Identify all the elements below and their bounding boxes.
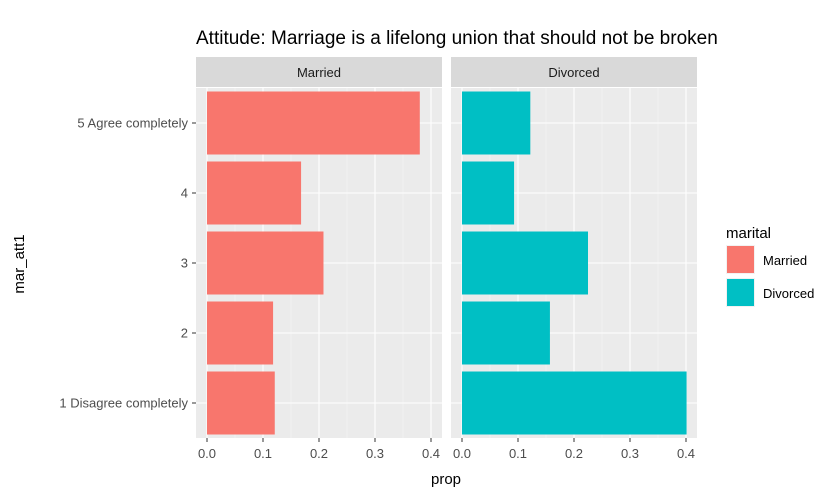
chart-title: Attitude: Marriage is a lifelong union t… [196,28,718,49]
x-tick-label: 0.3 [366,446,384,461]
x-tick-label: 0.2 [310,446,328,461]
x-tick-label: 0.3 [621,446,639,461]
facet-panel-divorced: Divorced 0.0 0.1 0.2 0.3 0.4 [451,57,697,461]
bar-divorced-2 [462,161,515,225]
bar-divorced-3 [462,231,588,295]
x-tick-label: 0.2 [565,446,583,461]
bar-married-3 [207,231,324,295]
y-tick-label: 5 Agree completely [77,116,188,131]
bar-divorced-5 [462,371,687,435]
legend-swatch-divorced [727,279,754,306]
x-tick-label: 0.1 [254,446,272,461]
bar-married-5 [207,371,275,435]
facet-strip-label: Divorced [548,65,599,80]
y-tick-label: 1 Disagree completely [59,396,188,411]
facet-strip [451,57,697,87]
facet-panel-married: Married 0.0 0.1 0.2 0.3 0.4 [196,57,442,461]
bar-married-1 [207,91,420,155]
legend-label: Married [763,253,807,268]
y-tick-label: 4 [181,186,188,201]
y-axis: 5 Agree completely 4 3 2 1 Disagree complete… [59,116,196,411]
legend: marital Married Divorced [726,225,814,307]
x-tick-label: 0.0 [453,446,471,461]
bar-married-4 [207,301,274,365]
bar-married-2 [207,161,302,225]
legend-label: Divorced [763,286,814,301]
facet-strip-label: Married [297,65,341,80]
bar-divorced-1 [462,91,531,155]
legend-swatch-married [727,246,754,273]
x-tick-label: 0.4 [422,446,440,461]
x-tick-label: 0.1 [509,446,527,461]
x-tick-label: 0.0 [198,446,216,461]
x-tick-label: 0.4 [677,446,695,461]
y-tick-label: 2 [181,326,188,341]
legend-title: marital [726,225,771,242]
y-axis-label: mar_att1 [11,234,28,293]
y-tick-label: 3 [181,256,188,271]
bar-divorced-4 [462,301,550,365]
x-axis-label: prop [431,471,461,488]
facet-strip [196,57,442,87]
